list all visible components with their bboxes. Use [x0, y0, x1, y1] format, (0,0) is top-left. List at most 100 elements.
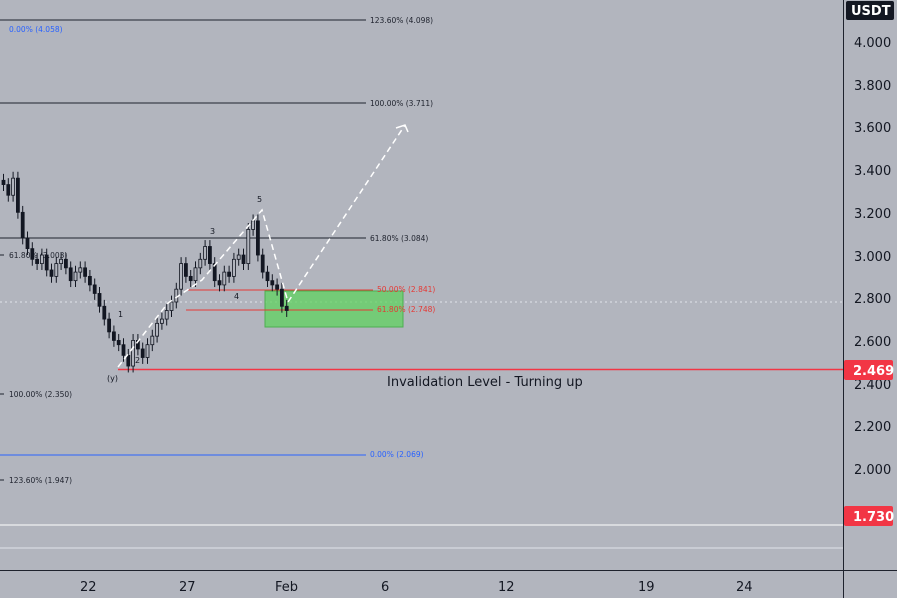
- current-price-badge[interactable]: [844, 360, 893, 380]
- candle-body: [44, 254, 49, 271]
- candle-body: [169, 301, 174, 311]
- candle-body: [64, 258, 68, 269]
- time-label-feb: Feb: [275, 580, 298, 595]
- fib-label-0-left: 0.00% (4.058): [9, 25, 63, 34]
- candlestick-series: [1, 171, 289, 373]
- candle-body: [126, 354, 131, 367]
- price-tick-2600: 2.600: [854, 335, 891, 350]
- wave-label-y: (y): [107, 374, 118, 383]
- candle-body: [73, 271, 78, 282]
- candle-body: [20, 211, 25, 239]
- candle-body: [183, 263, 188, 277]
- candle-body: [6, 184, 11, 196]
- candle-body: [270, 280, 275, 286]
- candle-body: [275, 284, 280, 290]
- current-price-label: 2.469: [853, 364, 894, 379]
- invalidation-annotation: Invalidation Level - Turning up: [387, 375, 583, 390]
- candle-body: [35, 258, 39, 264]
- candle-body: [222, 271, 227, 286]
- candle-body: [207, 246, 212, 264]
- price-tick-3000: 3.000: [854, 250, 891, 265]
- price-tick-3800: 3.800: [854, 79, 891, 94]
- candle-body: [92, 284, 97, 294]
- time-label-24: 24: [736, 580, 753, 595]
- candle-body: [174, 288, 179, 303]
- fib-label-618-left: 61.80% (3.003): [9, 251, 67, 260]
- candle-body: [30, 248, 35, 260]
- currency-label: USDT: [851, 4, 891, 19]
- candle-body: [131, 340, 136, 367]
- candle-body: [54, 263, 59, 277]
- price-tick-2800: 2.800: [854, 292, 891, 307]
- candle-body: [188, 275, 193, 282]
- price-tick-2200: 2.200: [854, 420, 891, 435]
- time-label-22: 22: [80, 580, 97, 595]
- candle-body: [97, 293, 102, 307]
- candle-body: [198, 258, 203, 269]
- fib-label-123-left: 123.60% (1.947): [9, 476, 72, 485]
- candle-body: [140, 348, 145, 358]
- candle-body: [116, 340, 121, 346]
- time-label-12: 12: [498, 580, 515, 595]
- fib-label-123-upper: 123.60% (4.098): [370, 16, 433, 25]
- candle-body: [260, 254, 265, 273]
- candle-body: [265, 271, 270, 282]
- candle-body: [155, 322, 160, 337]
- price-tick-3200: 3.200: [854, 207, 891, 222]
- candle-body: [107, 318, 111, 333]
- candle-body: [112, 331, 116, 341]
- candle-body: [212, 263, 217, 282]
- candle-body: [83, 267, 87, 277]
- candle-body: [203, 246, 208, 260]
- candle-body: [40, 254, 44, 264]
- candle-body: [179, 263, 184, 290]
- fib-label-50-retrace: 50.00% (2.841): [377, 285, 435, 294]
- candle-body: [279, 288, 284, 307]
- candle-body: [241, 254, 246, 264]
- price-tick-4000: 4.000: [854, 36, 891, 51]
- time-label-19: 19: [638, 580, 655, 595]
- candle-body: [145, 344, 150, 358]
- candle-body: [231, 258, 236, 277]
- fib-label-618-retrace: 61.80% (2.748): [377, 305, 435, 314]
- candle-body: [15, 177, 20, 213]
- fib-label-0-upper: 0.00% (2.069): [370, 450, 424, 459]
- candle-body: [193, 267, 198, 282]
- candle-body: [164, 310, 169, 320]
- candle-body: [236, 254, 241, 260]
- fib-label-618-upper: 61.80% (3.084): [370, 234, 428, 243]
- wave-label-5: 5: [257, 195, 262, 204]
- candle-body: [59, 258, 63, 264]
- candle-body: [246, 229, 251, 264]
- price-tick-2000: 2.000: [854, 463, 891, 478]
- candle-body: [78, 267, 83, 273]
- candle-body: [102, 305, 107, 320]
- time-label-27: 27: [179, 580, 196, 595]
- price-tick-2400: 2.400: [854, 378, 891, 393]
- candle-body: [159, 318, 164, 324]
- projection-path-right: [287, 124, 406, 303]
- low-price-badge[interactable]: [844, 506, 893, 526]
- fib-label-100-left: 100.00% (2.350): [9, 390, 72, 399]
- time-label-6: 6: [381, 580, 389, 595]
- candle-body: [1, 179, 6, 185]
- candle-body: [251, 220, 256, 230]
- candle-body: [284, 305, 289, 311]
- wave-label-4: 4: [234, 292, 239, 301]
- fib-label-100-upper: 100.00% (3.711): [370, 99, 433, 108]
- candle-body: [121, 344, 126, 356]
- wave-label-2: 2: [135, 356, 140, 365]
- candle-body: [25, 237, 30, 250]
- candle-body: [68, 267, 73, 282]
- candle-body: [227, 271, 232, 277]
- price-tick-3400: 3.400: [854, 164, 891, 179]
- wave-label-3: 3: [210, 227, 215, 236]
- currency-badge[interactable]: [846, 1, 894, 20]
- candle-body: [88, 275, 92, 286]
- wave-label-1: 1: [118, 310, 123, 319]
- candle-body: [11, 177, 16, 196]
- projection-path-left: [117, 208, 289, 368]
- candle-body: [217, 280, 222, 286]
- candle-body: [150, 335, 155, 346]
